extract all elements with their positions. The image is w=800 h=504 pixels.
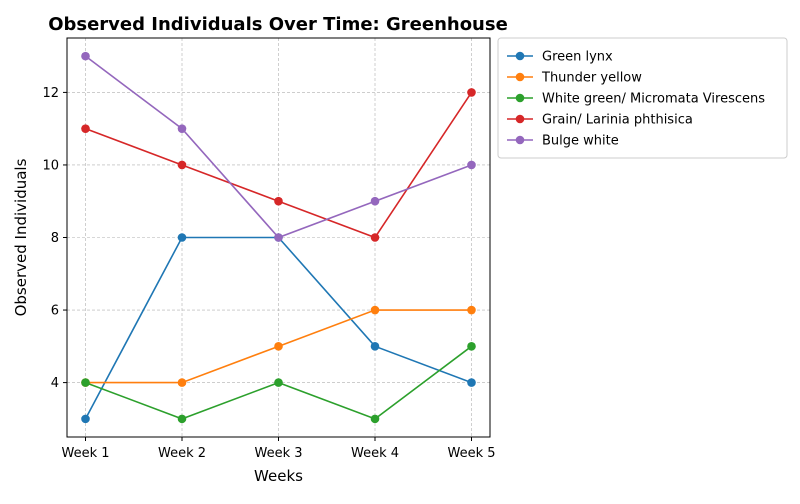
legend-label: Green lynx [542,50,613,65]
x-tick-label: Week 5 [447,446,495,461]
data-point [177,160,187,170]
data-point [370,233,380,242]
data-point [274,378,283,387]
legend-label: Bulge white [542,134,619,149]
data-point [81,378,90,387]
y-tick-label: 4 [51,376,59,391]
legend-box [497,37,788,159]
x-tick-label: Week 3 [254,446,302,461]
data-point [177,233,187,242]
y-tick-label: 10 [42,158,59,173]
legend-marker [515,93,525,103]
x-axis-ticks: Week 1 Week 2 Week 3 Week 4 Week 5 [61,437,496,461]
legend-marker [515,51,525,61]
legend-item: Bulge white [507,134,619,149]
chart-title: Observed Individuals Over Time: Greenhou… [48,14,508,35]
legend-item: Green lynx [507,50,613,65]
y-tick-label: 6 [51,304,59,319]
legend-item: Thunder yellow [507,71,642,86]
legend-marker [515,135,525,145]
data-point [274,196,283,206]
data-point [274,233,283,242]
data-point [467,378,476,387]
x-tick-label: Week 2 [158,446,206,461]
data-point [467,305,476,315]
y-tick-label: 8 [51,231,59,246]
legend-label: Grain/ Larinia phthisica [542,113,693,128]
x-axis-label: Weeks [254,467,303,485]
x-tick-label: Week 1 [61,446,109,461]
legend-marker [515,114,525,124]
legend-label: White green/ Micromata Virescens [542,92,765,107]
data-point [274,342,283,351]
legend-marker [515,72,525,82]
data-point [370,196,380,206]
y-axis-label: Observed Individuals [12,158,30,316]
y-tick-label: 12 [42,86,59,101]
data-point [81,124,90,133]
data-point [370,305,380,315]
data-point [177,124,187,133]
legend: Green lynx Thunder yellow White green/ Mic… [497,37,788,159]
data-point [467,88,476,97]
data-point [370,342,380,351]
data-point [81,414,90,424]
data-point [177,414,187,424]
data-point [177,378,187,387]
legend-label: Thunder yellow [541,71,642,86]
x-tick-label: Week 4 [351,446,399,461]
series-4 [81,51,476,242]
data-point [467,342,476,351]
series-2 [81,342,476,424]
y-axis-ticks: 4 6 8 10 12 [42,86,67,391]
data-point [467,160,476,170]
legend-item: White green/ Micromata Virescens [507,92,765,107]
data-point [81,51,90,61]
data-point [370,414,380,424]
legend-item: Grain/ Larinia phthisica [507,113,693,128]
series-layer [81,51,476,424]
